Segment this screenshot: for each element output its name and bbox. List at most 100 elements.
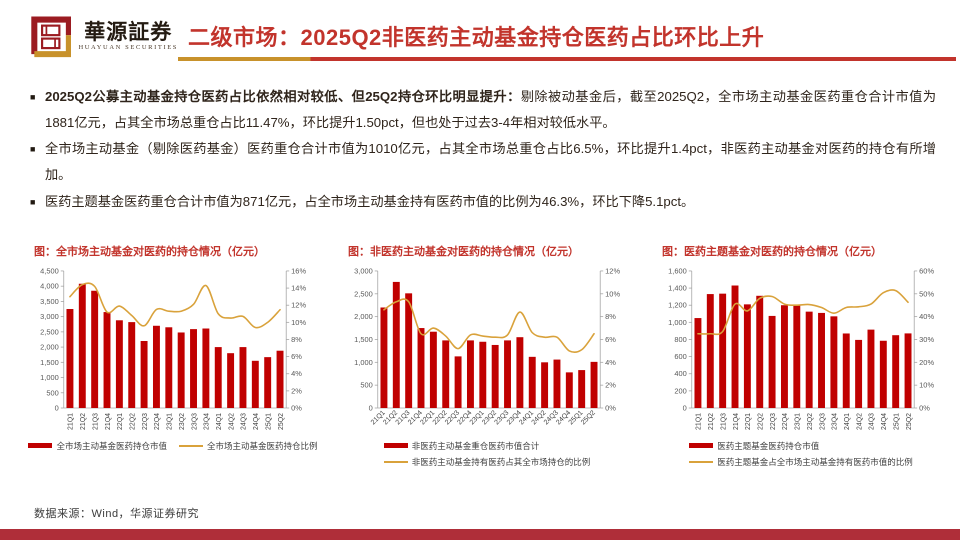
line-series [697, 289, 909, 336]
y-tick-label: 500 [46, 388, 58, 397]
y-tick-label: 1,000 [354, 358, 373, 367]
x-tick-label: 24Q1 [216, 413, 223, 430]
y-tick-label: 16% [291, 266, 306, 275]
x-tick-label: 22Q3 [142, 413, 149, 430]
y-tick-label: 1,200 [668, 301, 687, 310]
legend-item: 医药主题基金占全市场主动基金持有医药市值的比例 [689, 456, 913, 468]
y-tick-label: 10% [605, 289, 620, 298]
bar [904, 333, 912, 409]
y-tick-label: 4,000 [40, 282, 59, 291]
x-tick-label: 24Q4 [253, 413, 260, 430]
bar [565, 372, 573, 409]
logo: 華源証券 HUAYUAN SECURITIES [30, 14, 178, 58]
x-tick-label: 25Q2 [580, 409, 597, 426]
y-axis-right: 0% 10% 20% 30% 40% 50% 60% [914, 266, 934, 412]
x-tick-label: 23Q4 [832, 413, 839, 430]
y-tick-label: 30% [919, 335, 934, 344]
y-tick-label: 2% [291, 386, 302, 395]
y-tick-label: 1,000 [668, 318, 687, 327]
bar [405, 293, 413, 409]
bar [743, 304, 751, 409]
x-tick-label: 22Q2 [758, 413, 765, 430]
x-tick-label: 21Q2 [708, 413, 715, 430]
y-tick-label: 8% [291, 335, 302, 344]
y-tick-label: 4% [291, 369, 302, 378]
y-tick-label: 10% [919, 381, 934, 390]
y-tick-label: 2,500 [40, 327, 59, 336]
chart-svg: 0 500 1,000 1,500 2,000 2,500 3,000 3,500 4,000 4… [40, 266, 306, 430]
x-tick-label: 21Q4 [733, 413, 740, 430]
bullet-text: 全市场主动基金（剔除医药基金）医药重仓合计市值为1010亿元，占其全市场总重仓占… [45, 136, 936, 187]
y-tick-label: 12% [605, 266, 620, 275]
chart-canvas: 0 500 1,000 1,500 2,000 2,500 3,000 3,500 4,000 4… [28, 264, 318, 438]
bar [128, 322, 136, 409]
bar [380, 307, 388, 409]
bar [590, 361, 598, 409]
y-tick-label: 12% [291, 301, 306, 310]
bullet-lead: 2025Q2公募主动基金持仓医药占比依然相对较低、但25Q2持仓环比明显提升： [45, 89, 521, 104]
chart-title: 图：医药主题基金对医药的持仓情况（亿元） [662, 246, 882, 258]
x-tick-label: 25Q2 [906, 413, 913, 430]
bar [417, 328, 425, 409]
x-tick-label: 22Q1 [745, 413, 752, 430]
y-tick-label: 3,000 [40, 312, 59, 321]
y-axis-right: 0% 2% 4% 6% 8% 10% 12% [600, 266, 620, 412]
chart-legend: 医药主题基金医药持仓市值 医药主题基金占全市场主动基金持有医药市值的比例 [656, 440, 946, 468]
y-tick-label: 1,600 [668, 266, 687, 275]
chart-canvas: 0 200 400 600 800 1,000 1,200 1,400 1,600 0% 10% 20… [656, 264, 946, 438]
bar [553, 359, 561, 409]
bar [768, 315, 776, 409]
y-axis-left: 0 500 1,000 1,500 2,000 2,500 3,000 3,500 4,000 4… [40, 266, 64, 412]
bar [719, 293, 727, 409]
legend-label: 全市场主动基金医药持仓市值 [56, 440, 167, 451]
bar [190, 329, 197, 409]
legend-label: 非医药主动基金持有医药占其全市场持仓的比例 [411, 456, 591, 467]
bar [115, 320, 123, 409]
bar [516, 337, 524, 409]
x-tick-label: 23Q1 [795, 413, 802, 430]
y-tick-label: 0 [683, 403, 687, 412]
x-tick-label: 24Q3 [241, 413, 248, 430]
line-swatch-icon [383, 460, 408, 463]
data-source-note: 数据来源：Wind，华源证券研究 [34, 508, 200, 520]
x-tick-label: 24Q1 [844, 413, 851, 430]
bar [78, 283, 86, 409]
bar [202, 328, 210, 409]
y-tick-label: 1,500 [40, 358, 59, 367]
title-underline [178, 57, 956, 61]
x-tick-label: 21Q4 [105, 413, 112, 430]
y-axis-left: 0 200 400 600 800 1,000 1,200 1,400 1,600 [668, 266, 692, 412]
footer-accent-bar [0, 529, 960, 540]
line-swatch-icon [179, 444, 203, 447]
x-tick-label: 22Q1 [117, 413, 124, 430]
legend-items: 非医药主动基金重仓医药市值合计 非医药主动基金持有医药占其全市场持仓的比例 [383, 440, 591, 468]
chart-panel-all-market: 图：全市场主动基金对医药的持仓情况（亿元） 0 500 1,000 1,500 2,00… [28, 243, 318, 468]
bar [855, 339, 863, 409]
summary-bullets: ■ 2025Q2公募主动基金持仓医药占比依然相对较低、但25Q2持仓环比明显提升… [30, 84, 936, 216]
bar [103, 312, 111, 409]
bullet-body: 剔除被动基金后，截至2025Q2，全市场主动基金医药重仓合计市值为1881亿元，… [45, 89, 937, 130]
bar [177, 332, 185, 409]
chart-svg: 0 500 1,000 1,500 2,000 2,500 3,000 0% 2% 4% 6% 8% 1… [354, 266, 620, 426]
bar [152, 325, 160, 409]
line-series [69, 282, 281, 329]
x-tick-label: 25Q1 [893, 413, 900, 430]
x-tick-label: 24Q4 [881, 413, 888, 430]
bar [892, 335, 900, 409]
y-axis-left: 0 500 1,000 1,500 2,000 2,500 3,000 [354, 266, 378, 412]
x-tick-label: 22Q4 [782, 413, 789, 430]
bar [454, 356, 462, 409]
x-tick-label: 22Q4 [154, 413, 161, 430]
y-tick-label: 60% [919, 266, 934, 275]
bar [731, 285, 739, 409]
x-tick-label: 23Q2 [179, 413, 186, 430]
x-tick-label: 25Q1 [265, 413, 272, 430]
legend-label: 医药主题基金占全市场主动基金持有医药市值的比例 [717, 456, 913, 467]
x-axis-labels: 21Q1 21Q2 21Q3 21Q4 22Q1 22Q2 22Q3 22Q4 23Q1 23Q2… [68, 413, 285, 430]
bar [830, 316, 838, 409]
legend-item: 全市场主动基金医药持仓市值 [28, 440, 167, 452]
bullet-square-icon: ■ [30, 196, 36, 207]
y-tick-label: 6% [605, 335, 616, 344]
x-tick-label: 22Q2 [130, 413, 137, 430]
